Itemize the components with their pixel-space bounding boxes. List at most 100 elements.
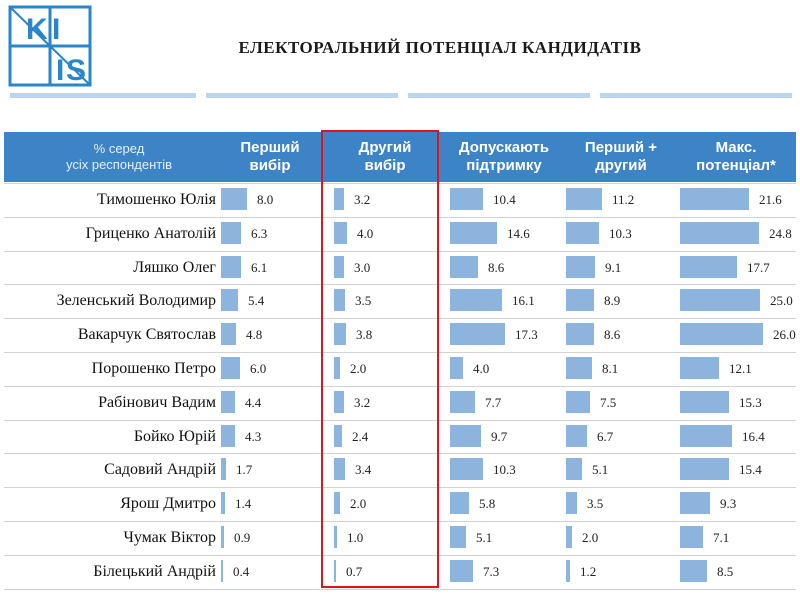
value-label-allow-support: 5.8 [479, 496, 496, 511]
value-label-max-potential: 15.4 [739, 462, 762, 477]
candidate-name: Ляшко Олег [133, 259, 216, 276]
value-label-second-choice: 2.0 [350, 361, 367, 376]
value-label-max-potential: 9.3 [720, 496, 737, 511]
value-label-first-choice: 4.3 [245, 429, 262, 444]
value-label-max-potential: 26.0 [773, 327, 796, 342]
bar-allow-support [450, 188, 483, 210]
value-label-second-choice: 2.4 [352, 429, 369, 444]
candidate-name: Садовий Андрій [104, 461, 216, 478]
value-label-first-choice: 6.0 [250, 361, 267, 376]
candidate-name: Порошенко Петро [91, 360, 216, 377]
bar-first-plus-second [566, 492, 577, 514]
value-label-second-choice: 1.0 [347, 530, 364, 545]
bar-allow-support [450, 289, 502, 311]
decor-bar-3 [408, 93, 590, 98]
value-label-first-plus-second: 8.9 [604, 293, 621, 308]
bar-allow-support [450, 357, 463, 379]
bar-max-potential [680, 425, 732, 447]
value-label-first-plus-second: 2.0 [582, 530, 599, 545]
bar-second-choice [334, 560, 336, 582]
row-header-label: % серед усіх респондентів [65, 141, 172, 172]
candidate-name: Білецький Андрій [93, 563, 216, 580]
bar-second-choice [334, 289, 345, 311]
bar-max-potential [680, 289, 760, 311]
value-label-first-plus-second: 1.2 [580, 564, 597, 579]
bar-second-choice [334, 458, 345, 480]
bar-second-choice [334, 323, 346, 345]
table-header-band [4, 132, 796, 182]
bar-first-choice [221, 560, 223, 582]
value-label-first-choice: 0.9 [234, 530, 251, 545]
value-label-first-plus-second: 10.3 [609, 226, 632, 241]
row-divider [4, 487, 796, 488]
svg-text:K: K [26, 13, 48, 46]
value-label-second-choice: 3.0 [354, 260, 371, 275]
decor-bar-1 [10, 93, 196, 98]
col-header-allow-support: Допускають підтримку [458, 139, 550, 174]
bar-first-choice [221, 256, 241, 278]
candidate-name: Зеленський Володимир [56, 292, 216, 309]
value-label-first-plus-second: 7.5 [600, 395, 617, 410]
value-label-first-choice: 6.3 [251, 226, 268, 241]
value-label-first-choice: 6.1 [251, 260, 268, 275]
value-label-allow-support: 10.3 [493, 462, 516, 477]
value-label-allow-support: 17.3 [515, 327, 538, 342]
row-divider [4, 217, 796, 218]
bar-max-potential [680, 188, 749, 210]
row-divider [4, 183, 796, 184]
row-divider [4, 352, 796, 353]
value-label-first-choice: 4.4 [245, 395, 262, 410]
value-label-first-plus-second: 5.1 [592, 462, 609, 477]
bar-max-potential [680, 323, 763, 345]
value-label-second-choice: 2.0 [350, 496, 367, 511]
bar-second-choice [334, 492, 340, 514]
bar-first-choice [221, 357, 240, 379]
bar-second-choice [334, 188, 344, 210]
row-divider [4, 420, 796, 421]
value-label-first-choice: 1.4 [235, 496, 252, 511]
candidate-name: Бойко Юрій [133, 428, 216, 445]
value-label-second-choice: 3.2 [354, 395, 371, 410]
value-label-first-plus-second: 8.1 [602, 361, 619, 376]
bar-first-plus-second [566, 289, 594, 311]
bar-max-potential [680, 256, 737, 278]
bar-max-potential [680, 492, 710, 514]
value-label-first-plus-second: 8.6 [604, 327, 621, 342]
bar-max-potential [680, 560, 707, 582]
bar-allow-support [450, 560, 473, 582]
col-header-second-choice: Другий вибір [358, 139, 412, 174]
col-header-first-choice: Перший вибір [240, 139, 300, 174]
value-label-max-potential: 15.3 [739, 395, 762, 410]
value-label-first-choice: 4.8 [246, 327, 263, 342]
value-label-second-choice: 0.7 [346, 564, 363, 579]
bar-max-potential [680, 526, 703, 548]
value-label-first-choice: 1.7 [236, 462, 253, 477]
bar-allow-support [450, 323, 505, 345]
bar-second-choice [334, 357, 340, 379]
bar-first-plus-second [566, 188, 602, 210]
bar-max-potential [680, 391, 729, 413]
page-title: ЕЛЕКТОРАЛЬНИЙ ПОТЕНЦІАЛ КАНДИДАТІВ [238, 38, 642, 57]
bar-first-choice [221, 391, 235, 413]
candidate-name: Ярош Дмитро [120, 495, 216, 512]
bar-allow-support [450, 492, 469, 514]
bar-first-plus-second [566, 391, 590, 413]
bar-first-plus-second [566, 256, 595, 278]
row-divider [4, 251, 796, 252]
value-label-max-potential: 25.0 [770, 293, 793, 308]
bar-second-choice [334, 526, 337, 548]
row-divider [4, 589, 796, 590]
value-label-first-plus-second: 3.5 [587, 496, 604, 511]
bar-first-plus-second [566, 526, 572, 548]
bar-first-plus-second [566, 323, 594, 345]
value-label-max-potential: 21.6 [759, 192, 782, 207]
value-label-max-potential: 7.1 [713, 530, 730, 545]
candidate-name: Чумак Віктор [123, 529, 216, 546]
value-label-first-plus-second: 11.2 [612, 192, 635, 207]
value-label-allow-support: 5.1 [476, 530, 493, 545]
value-label-first-choice: 0.4 [233, 564, 250, 579]
bar-first-plus-second [566, 425, 587, 447]
candidate-name: Вакарчук Святослав [77, 326, 216, 343]
col-header-max-potential: Макс. потенціал* [696, 139, 776, 174]
value-label-first-plus-second: 6.7 [597, 429, 614, 444]
